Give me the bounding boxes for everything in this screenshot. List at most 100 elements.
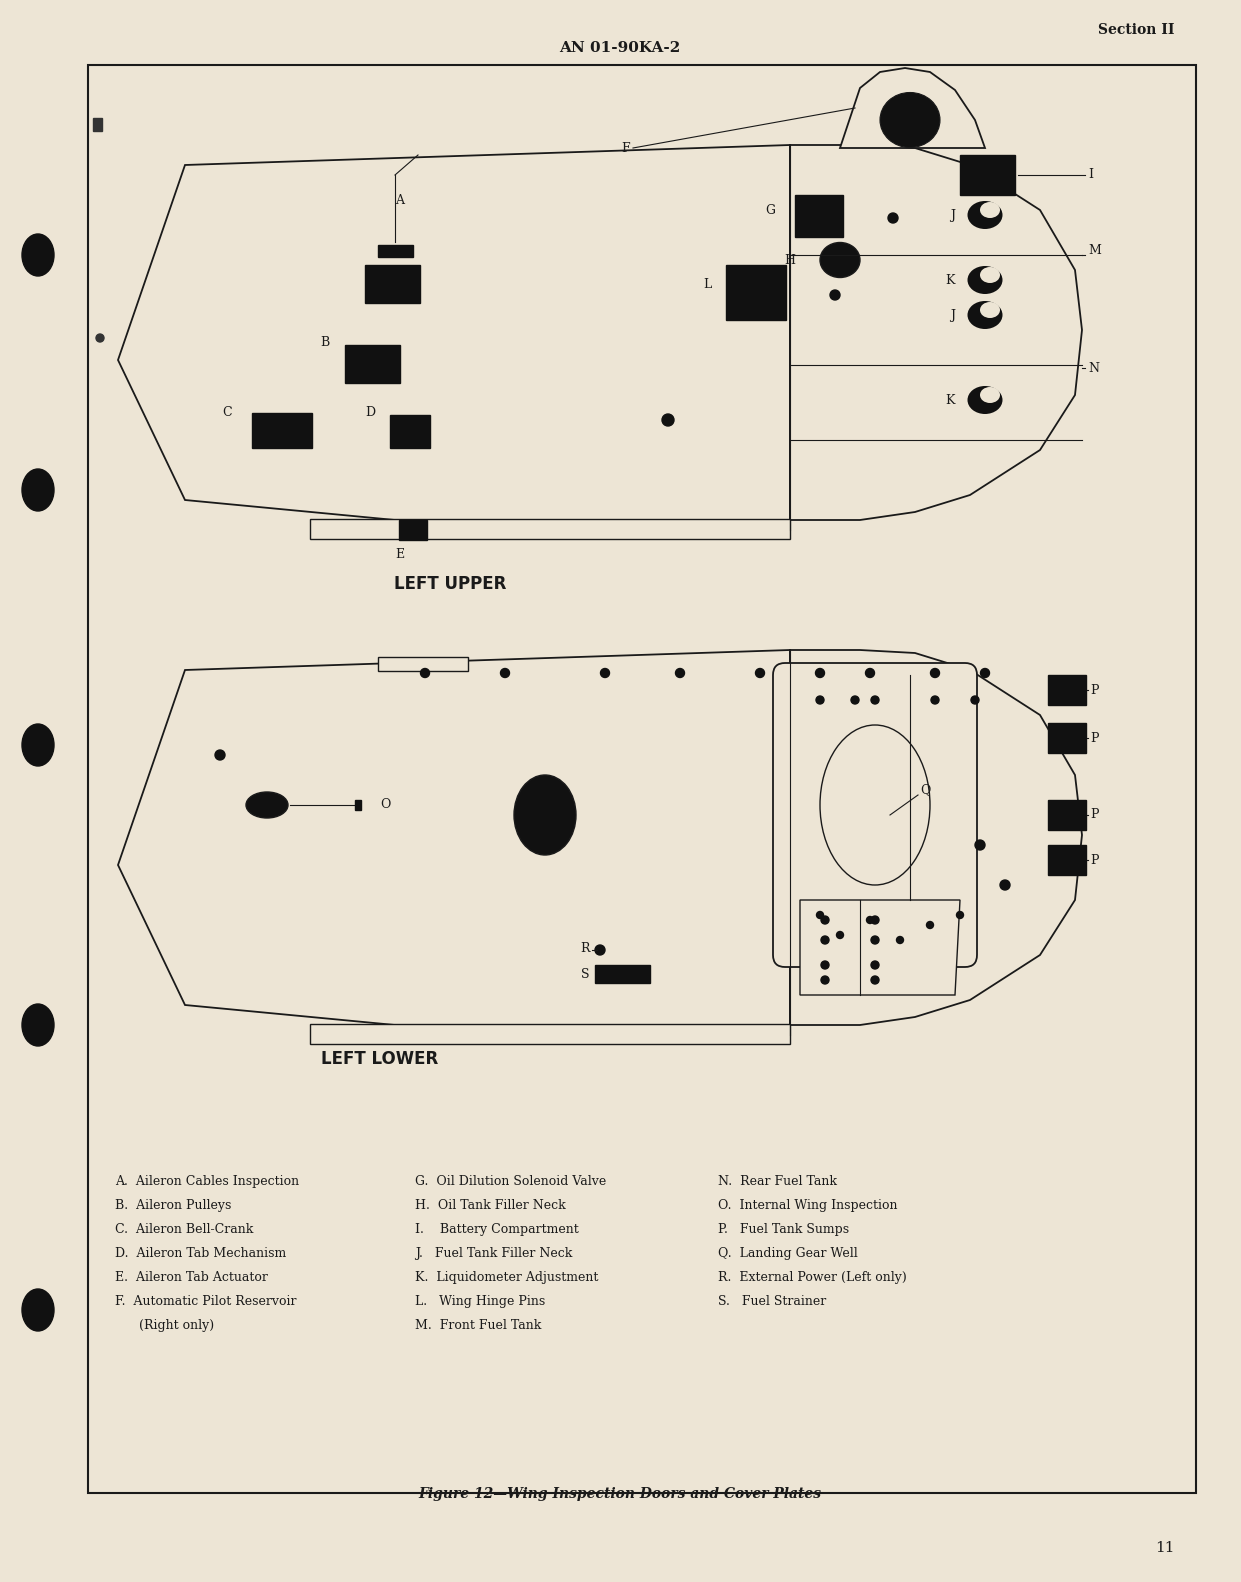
Circle shape (500, 669, 510, 677)
Bar (310, 1024, 791, 1044)
Ellipse shape (22, 725, 55, 766)
Text: O: O (380, 799, 391, 812)
Text: K.  Liquidometer Adjustment: K. Liquidometer Adjustment (414, 1270, 598, 1285)
Text: Figure 12—Wing Inspection Doors and Cover Plates: Figure 12—Wing Inspection Doors and Cove… (418, 1487, 822, 1501)
Circle shape (871, 937, 879, 944)
Bar (310, 519, 791, 539)
Text: P: P (1090, 731, 1098, 745)
Text: B.  Aileron Pulleys: B. Aileron Pulleys (115, 1199, 231, 1212)
Circle shape (830, 290, 840, 301)
Circle shape (931, 669, 939, 677)
Bar (93, 119, 102, 131)
Text: M.  Front Fuel Tank: M. Front Fuel Tank (414, 1319, 541, 1332)
Polygon shape (800, 900, 961, 995)
Bar (355, 800, 361, 810)
Text: E: E (396, 549, 405, 562)
Circle shape (871, 960, 879, 970)
Polygon shape (118, 146, 791, 530)
Circle shape (896, 937, 903, 943)
Circle shape (866, 916, 874, 924)
Text: R: R (581, 941, 589, 954)
Text: S.   Fuel Strainer: S. Fuel Strainer (719, 1296, 827, 1308)
Text: P: P (1090, 683, 1098, 696)
Bar (1047, 723, 1086, 753)
Circle shape (836, 932, 844, 938)
Text: M: M (1088, 244, 1101, 256)
Ellipse shape (968, 266, 1003, 294)
Text: J: J (951, 209, 956, 221)
Text: I.    Battery Compartment: I. Battery Compartment (414, 1223, 578, 1236)
Polygon shape (791, 146, 1082, 520)
Text: B: B (320, 337, 330, 350)
Circle shape (871, 916, 879, 924)
Text: P: P (1090, 808, 1098, 821)
Circle shape (871, 696, 879, 704)
Circle shape (421, 669, 429, 677)
Ellipse shape (980, 388, 1000, 403)
Circle shape (822, 916, 829, 924)
Text: H.  Oil Tank Filler Neck: H. Oil Tank Filler Neck (414, 1199, 566, 1212)
Text: P: P (1090, 854, 1098, 867)
Bar (1047, 845, 1086, 875)
Ellipse shape (980, 202, 1000, 218)
Bar (379, 657, 468, 671)
Ellipse shape (968, 201, 1003, 229)
Circle shape (927, 921, 933, 929)
Bar (795, 195, 843, 237)
Ellipse shape (820, 242, 860, 277)
Circle shape (756, 669, 764, 677)
Text: K: K (946, 274, 956, 286)
Text: C: C (222, 405, 232, 419)
Bar (961, 155, 1015, 195)
Circle shape (889, 214, 898, 223)
Text: F.  Automatic Pilot Reservoir: F. Automatic Pilot Reservoir (115, 1296, 297, 1308)
Text: Section II: Section II (1098, 24, 1175, 36)
Circle shape (1000, 880, 1010, 891)
Bar (345, 345, 400, 383)
Bar (1047, 676, 1086, 706)
Text: Q.  Landing Gear Well: Q. Landing Gear Well (719, 1247, 858, 1259)
Text: K: K (946, 394, 956, 407)
Ellipse shape (22, 1005, 55, 1046)
Bar (390, 414, 429, 448)
Ellipse shape (514, 775, 576, 854)
Text: O.  Internal Wing Inspection: O. Internal Wing Inspection (719, 1199, 897, 1212)
Ellipse shape (22, 234, 55, 275)
Ellipse shape (968, 386, 1003, 414)
Circle shape (931, 696, 939, 704)
Circle shape (975, 840, 985, 850)
Ellipse shape (980, 267, 1000, 283)
Bar (252, 413, 311, 448)
Text: P.   Fuel Tank Sumps: P. Fuel Tank Sumps (719, 1223, 849, 1236)
Text: C.  Aileron Bell-Crank: C. Aileron Bell-Crank (115, 1223, 253, 1236)
Circle shape (817, 911, 824, 919)
Text: F: F (622, 141, 630, 155)
Text: J: J (951, 308, 956, 321)
Ellipse shape (246, 793, 288, 818)
Polygon shape (118, 650, 791, 1035)
Circle shape (215, 750, 225, 759)
Text: D.  Aileron Tab Mechanism: D. Aileron Tab Mechanism (115, 1247, 287, 1259)
Circle shape (815, 669, 824, 677)
Text: L.   Wing Hinge Pins: L. Wing Hinge Pins (414, 1296, 545, 1308)
Text: J.   Fuel Tank Filler Neck: J. Fuel Tank Filler Neck (414, 1247, 572, 1259)
FancyBboxPatch shape (773, 663, 977, 967)
Text: I: I (1088, 169, 1093, 182)
Circle shape (980, 669, 989, 677)
Bar (1047, 800, 1086, 831)
Circle shape (957, 911, 963, 919)
Text: A: A (396, 193, 405, 207)
Text: (Right only): (Right only) (115, 1319, 215, 1332)
Ellipse shape (820, 725, 930, 884)
Text: G.  Oil Dilution Solenoid Valve: G. Oil Dilution Solenoid Valve (414, 1175, 607, 1188)
Text: N: N (1088, 362, 1100, 375)
Bar (365, 266, 419, 304)
Bar (88, 65, 1196, 1493)
Ellipse shape (980, 302, 1000, 318)
Circle shape (601, 669, 609, 677)
Circle shape (970, 696, 979, 704)
Circle shape (594, 944, 606, 956)
Circle shape (822, 960, 829, 970)
Ellipse shape (880, 92, 939, 147)
Bar (726, 266, 786, 320)
